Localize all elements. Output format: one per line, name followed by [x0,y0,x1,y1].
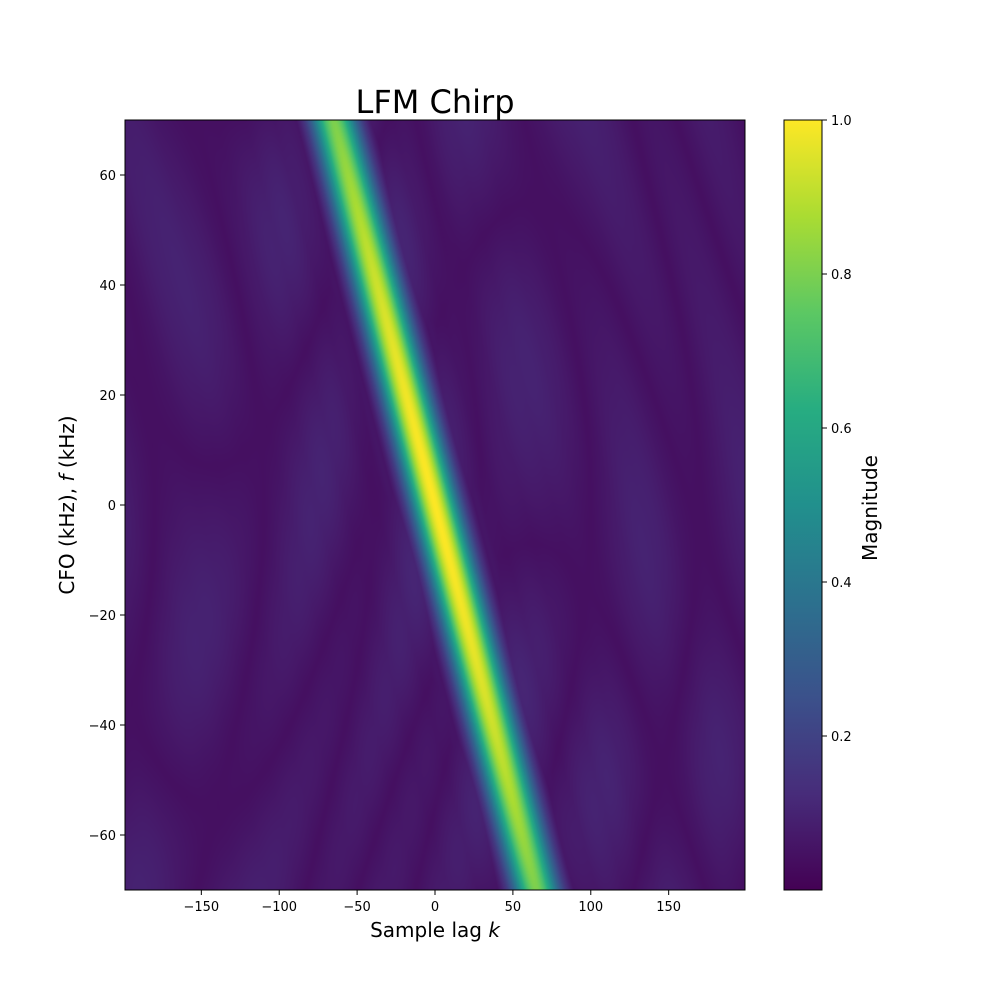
x-tick-label: 0 [431,900,439,915]
plot-area [124,119,746,891]
y-axis-label: CFO (kHz), f (kHz) [55,415,79,594]
colorbar: 0.2 0.4 0.6 0.8 1.0 Magnitude [783,114,882,891]
y-tick-label: 0 [108,499,116,514]
x-tick-label: 150 [656,900,681,915]
x-axis-ticks: −150 −100 −50 0 50 100 150 [183,890,681,915]
y-tick-label: −60 [89,829,116,844]
x-tick-label: −50 [343,900,370,915]
y-tick-label: −20 [89,609,116,624]
x-tick-label: −100 [261,900,297,915]
colorbar-tick-label: 0.6 [831,422,852,437]
y-tick-label: 20 [99,389,116,404]
y-tick-label: −40 [89,719,116,734]
colorbar-tick-label: 0.4 [831,576,852,591]
y-axis-ticks: −60 −40 −20 0 20 40 60 [89,169,125,844]
chart-title: LFM Chirp [356,83,515,121]
heatmap [125,120,745,890]
x-tick-label: −150 [183,900,219,915]
x-tick-label: 100 [578,900,603,915]
x-axis-label: Sample lag k [370,918,501,942]
colorbar-ticks: 0.2 0.4 0.6 0.8 1.0 [822,114,852,745]
colorbar-tick-label: 0.8 [831,268,852,283]
colorbar-tick-label: 0.2 [831,730,852,745]
colorbar-label: Magnitude [858,455,882,561]
colorbar-tick-label: 1.0 [831,114,852,129]
x-tick-label: 50 [505,900,522,915]
y-tick-label: 60 [99,169,116,184]
colorbar-gradient [783,119,823,891]
y-tick-label: 40 [99,279,116,294]
